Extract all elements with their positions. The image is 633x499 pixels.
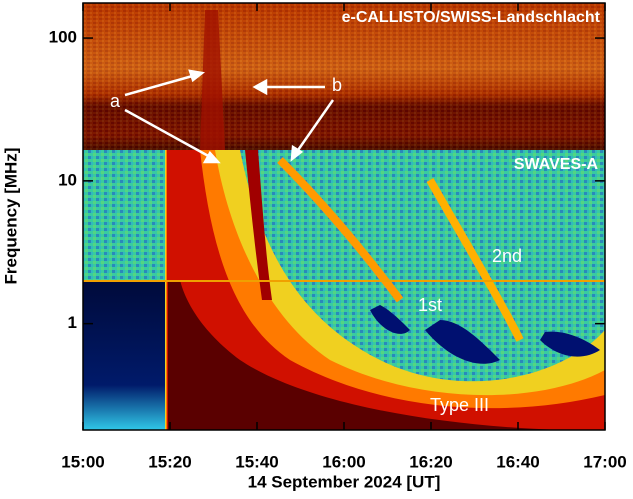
annotation: 1st: [418, 295, 442, 315]
y-tick-label: 10: [58, 170, 77, 189]
annotation: 2nd: [492, 246, 522, 266]
instrument-label: e-CALLISTO/SWISS-Landschlacht: [342, 9, 601, 26]
chart: e-CALLISTO/SWISS-Landschlacht SWAVES-A a…: [0, 0, 633, 499]
instrument-label: SWAVES-A: [514, 156, 599, 173]
annotation: b: [332, 75, 342, 95]
y-tick-label: 100: [49, 28, 77, 47]
x-tick-label: 15:20: [148, 452, 191, 471]
x-axis-label: 14 September 2024 [UT]: [248, 472, 441, 491]
x-tick-label: 15:00: [61, 452, 104, 471]
x-tick-label: 16:40: [496, 452, 539, 471]
x-tick-label: 16:00: [322, 452, 365, 471]
x-tick-label: 15:40: [235, 452, 278, 471]
y-tick-label: 1: [68, 313, 77, 332]
annotation: Type III: [430, 395, 489, 415]
x-tick-label: 16:20: [409, 452, 452, 471]
spectrogram: [83, 3, 605, 430]
x-tick-label: 17:00: [583, 452, 626, 471]
y-axis-label: Frequency [MHz]: [1, 148, 20, 285]
annotation: a: [110, 91, 121, 111]
